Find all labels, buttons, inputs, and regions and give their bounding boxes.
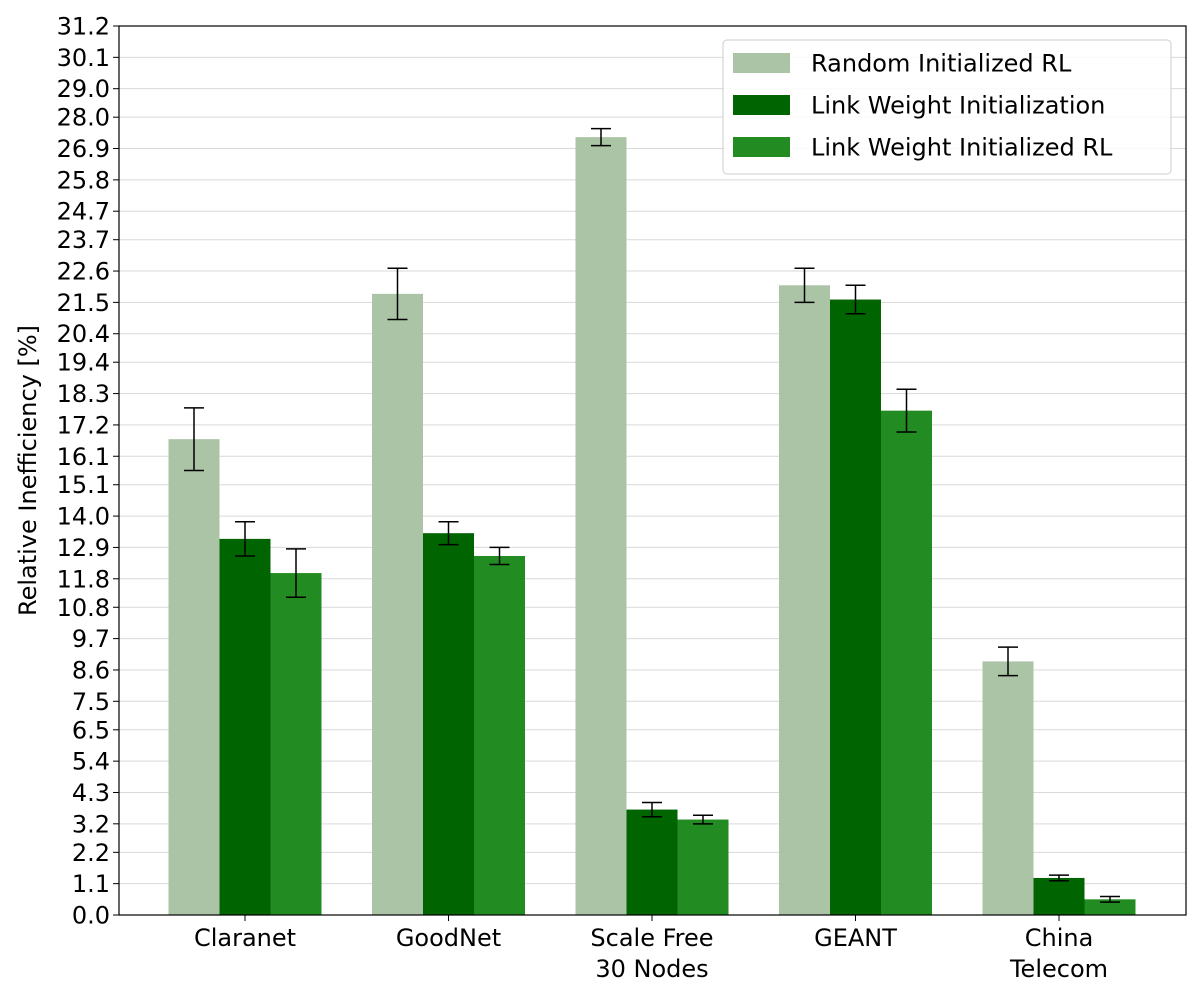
legend-swatch (733, 95, 790, 115)
y-tick-label: 8.6 (72, 656, 110, 684)
bar (372, 293, 423, 916)
y-tick-label: 12.9 (57, 534, 110, 562)
y-tick-label: 31.2 (57, 13, 110, 41)
bar (626, 809, 678, 915)
x-tick-label: GoodNet (396, 924, 501, 952)
x-tick-label: China (1025, 924, 1094, 952)
y-tick-label: 16.1 (57, 443, 110, 471)
bar (270, 573, 322, 915)
bar (779, 285, 830, 916)
bar (1084, 899, 1136, 915)
bar (881, 410, 932, 915)
y-tick-label: 2.2 (72, 839, 110, 867)
y-tick-label: 15.1 (57, 471, 110, 499)
y-tick-label: 0.0 (72, 902, 110, 930)
legend-box (722, 39, 1172, 175)
y-tick-label: 24.7 (57, 198, 110, 226)
bar (219, 538, 271, 915)
y-tick-label: 23.7 (57, 226, 110, 254)
y-axis-ticks: 0.0 1.1 2.23.2 4.3 5.4 6.57.5 8.6 9.7 10.811.8 12… (57, 13, 119, 930)
bar (474, 555, 525, 915)
bars (168, 137, 1136, 916)
x-tick-label: Claranet (194, 924, 296, 952)
bar (575, 137, 627, 915)
y-tick-label: 19.4 (57, 349, 110, 377)
legend-swatch (733, 53, 790, 73)
y-tick-label: 9.7 (72, 625, 110, 653)
y-tick-label: 22.6 (57, 258, 110, 286)
bar (1033, 877, 1085, 915)
y-tick-label: 10.8 (57, 594, 110, 622)
y-tick-label: 7.5 (72, 688, 110, 716)
y-tick-label: 25.8 (57, 166, 110, 194)
y-tick-label: 17.2 (57, 411, 110, 439)
x-axis-ticks: Claranet GoodNet Scale Free 30 Nodes GEANT Ch… (194, 915, 1108, 983)
y-axis-title: Relative Inefficiency [%] (14, 325, 42, 616)
y-tick-label: 14.0 (57, 503, 110, 531)
y-tick-label: 11.8 (57, 565, 110, 593)
y-tick-label: 20.4 (57, 320, 110, 348)
x-tick-label: GEANT (814, 924, 897, 952)
y-tick-label: 6.5 (72, 716, 110, 744)
bar (168, 439, 220, 915)
legend-label: Link Weight Initialized RL (811, 134, 1113, 162)
legend-swatch (733, 137, 790, 157)
x-tick-label: Telecom (1009, 955, 1108, 983)
y-tick-label: 5.4 (72, 748, 110, 776)
legend-label: Link Weight Initialization (811, 92, 1105, 120)
bar (982, 661, 1034, 915)
y-tick-label: 3.2 (72, 810, 110, 838)
x-tick-label: Scale Free (590, 924, 713, 952)
bar (830, 299, 881, 915)
legend-label: Random Initialized RL (811, 50, 1072, 78)
error-bars (184, 127, 1120, 903)
bar (423, 533, 474, 915)
y-tick-label: 28.0 (57, 104, 110, 132)
y-tick-label: 4.3 (72, 779, 110, 807)
y-tick-label: 29.0 (57, 75, 110, 103)
bar (677, 819, 729, 915)
y-tick-label: 21.5 (57, 289, 110, 317)
y-tick-label: 26.9 (57, 135, 110, 163)
y-tick-label: 1.1 (72, 870, 110, 898)
legend: Random Initialized RL Link Weight Initial… (722, 39, 1172, 175)
y-tick-label: 18.3 (57, 380, 110, 408)
y-tick-label: 30.1 (57, 44, 110, 72)
x-tick-label: 30 Nodes (595, 955, 708, 983)
